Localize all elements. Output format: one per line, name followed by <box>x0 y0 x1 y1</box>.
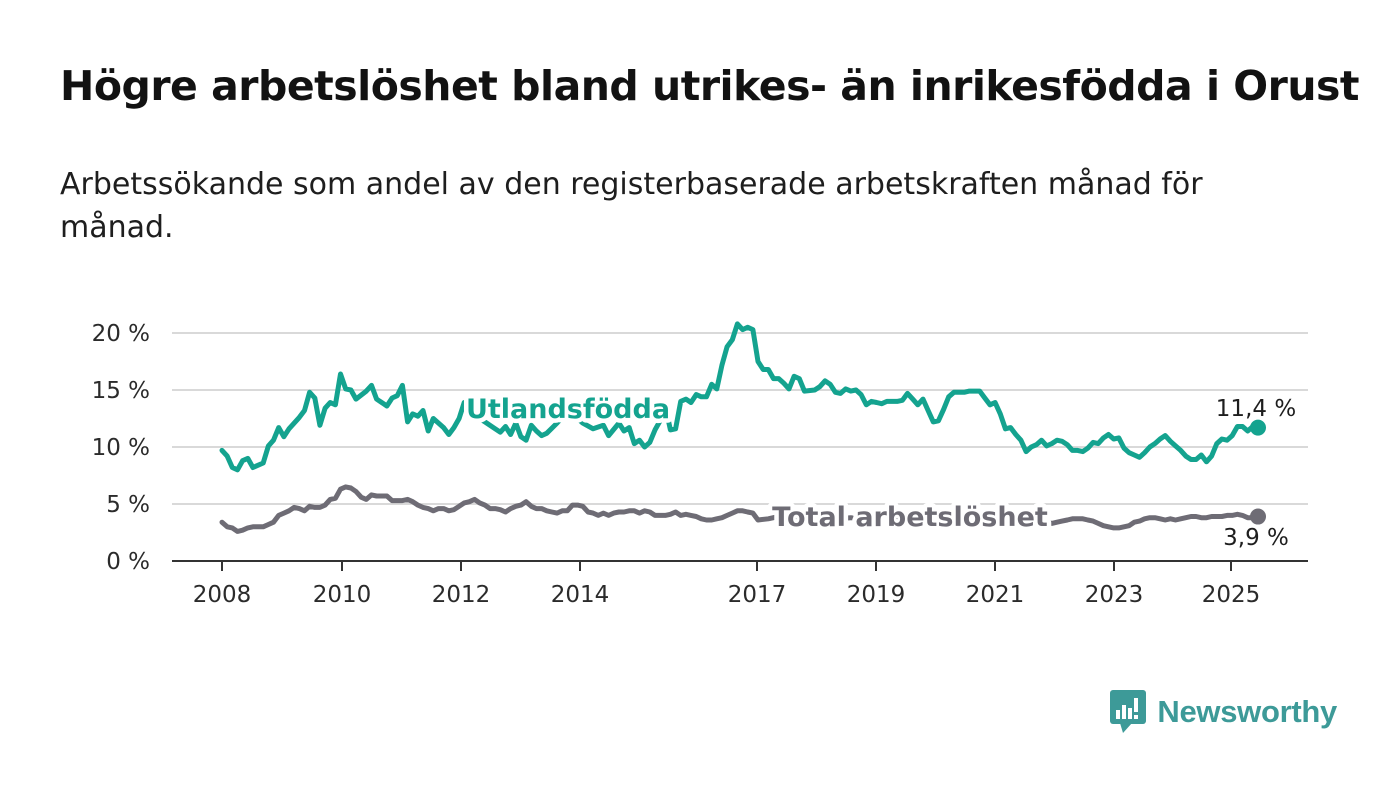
total-series-label: Total arbetslöshet <box>772 502 1048 533</box>
x-tick-label: 2023 <box>1085 582 1144 608</box>
utlandsfodda-end-label: 11,4 % <box>1216 396 1296 422</box>
x-tick-label: 2021 <box>966 582 1025 608</box>
x-tick-label: 2019 <box>847 582 906 608</box>
series-labels: 11,4 %3,9 %UtlandsföddaUtlandsföddaTotal… <box>461 390 1296 552</box>
y-tick-label: 5 % <box>106 492 150 518</box>
newsworthy-logo-icon <box>1110 690 1147 733</box>
x-tick-label: 2025 <box>1202 582 1261 608</box>
y-axis-ticks: 0 % 5 % 10 % 15 % 20 % <box>92 321 150 575</box>
utlandsfodda-end-marker <box>1250 419 1266 436</box>
y-tick-label: 20 % <box>92 321 150 347</box>
series-lines <box>219 321 1266 534</box>
x-tick-label: 2008 <box>193 582 252 608</box>
x-tick-label: 2014 <box>551 582 610 608</box>
y-tick-label: 15 % <box>92 378 150 404</box>
newsworthy-brand: Newsworthy <box>1110 690 1337 734</box>
utlandsfodda-series-label: Utlandsfödda <box>466 394 670 425</box>
utlandsfodda-series-label-halo: Utlandsfödda <box>466 394 670 425</box>
gridlines <box>172 332 1308 505</box>
utlandsfodda-line <box>219 321 1261 473</box>
total-end-marker <box>1250 508 1266 525</box>
total-end-label: 3,9 % <box>1223 525 1289 551</box>
x-axis: 2008 2010 2012 2014 2017 2019 2021 2023 2025 <box>172 560 1308 608</box>
x-tick-label: 2010 <box>313 582 372 608</box>
y-tick-label: 0 % <box>106 549 150 575</box>
y-tick-label: 10 % <box>92 435 150 461</box>
x-tick-label: 2012 <box>432 582 491 608</box>
chart-subtitle: Arbetssökande som andel av den registerb… <box>60 167 1203 245</box>
brand-name: Newsworthy <box>1157 694 1337 729</box>
total-arbetsloshet-line <box>219 484 1261 534</box>
chart-title: Högre arbetslöshet bland utrikes- än inr… <box>60 62 1360 110</box>
total-series-label-halo: Total arbetslöshet <box>772 502 1048 533</box>
x-tick-label: 2017 <box>728 582 787 608</box>
